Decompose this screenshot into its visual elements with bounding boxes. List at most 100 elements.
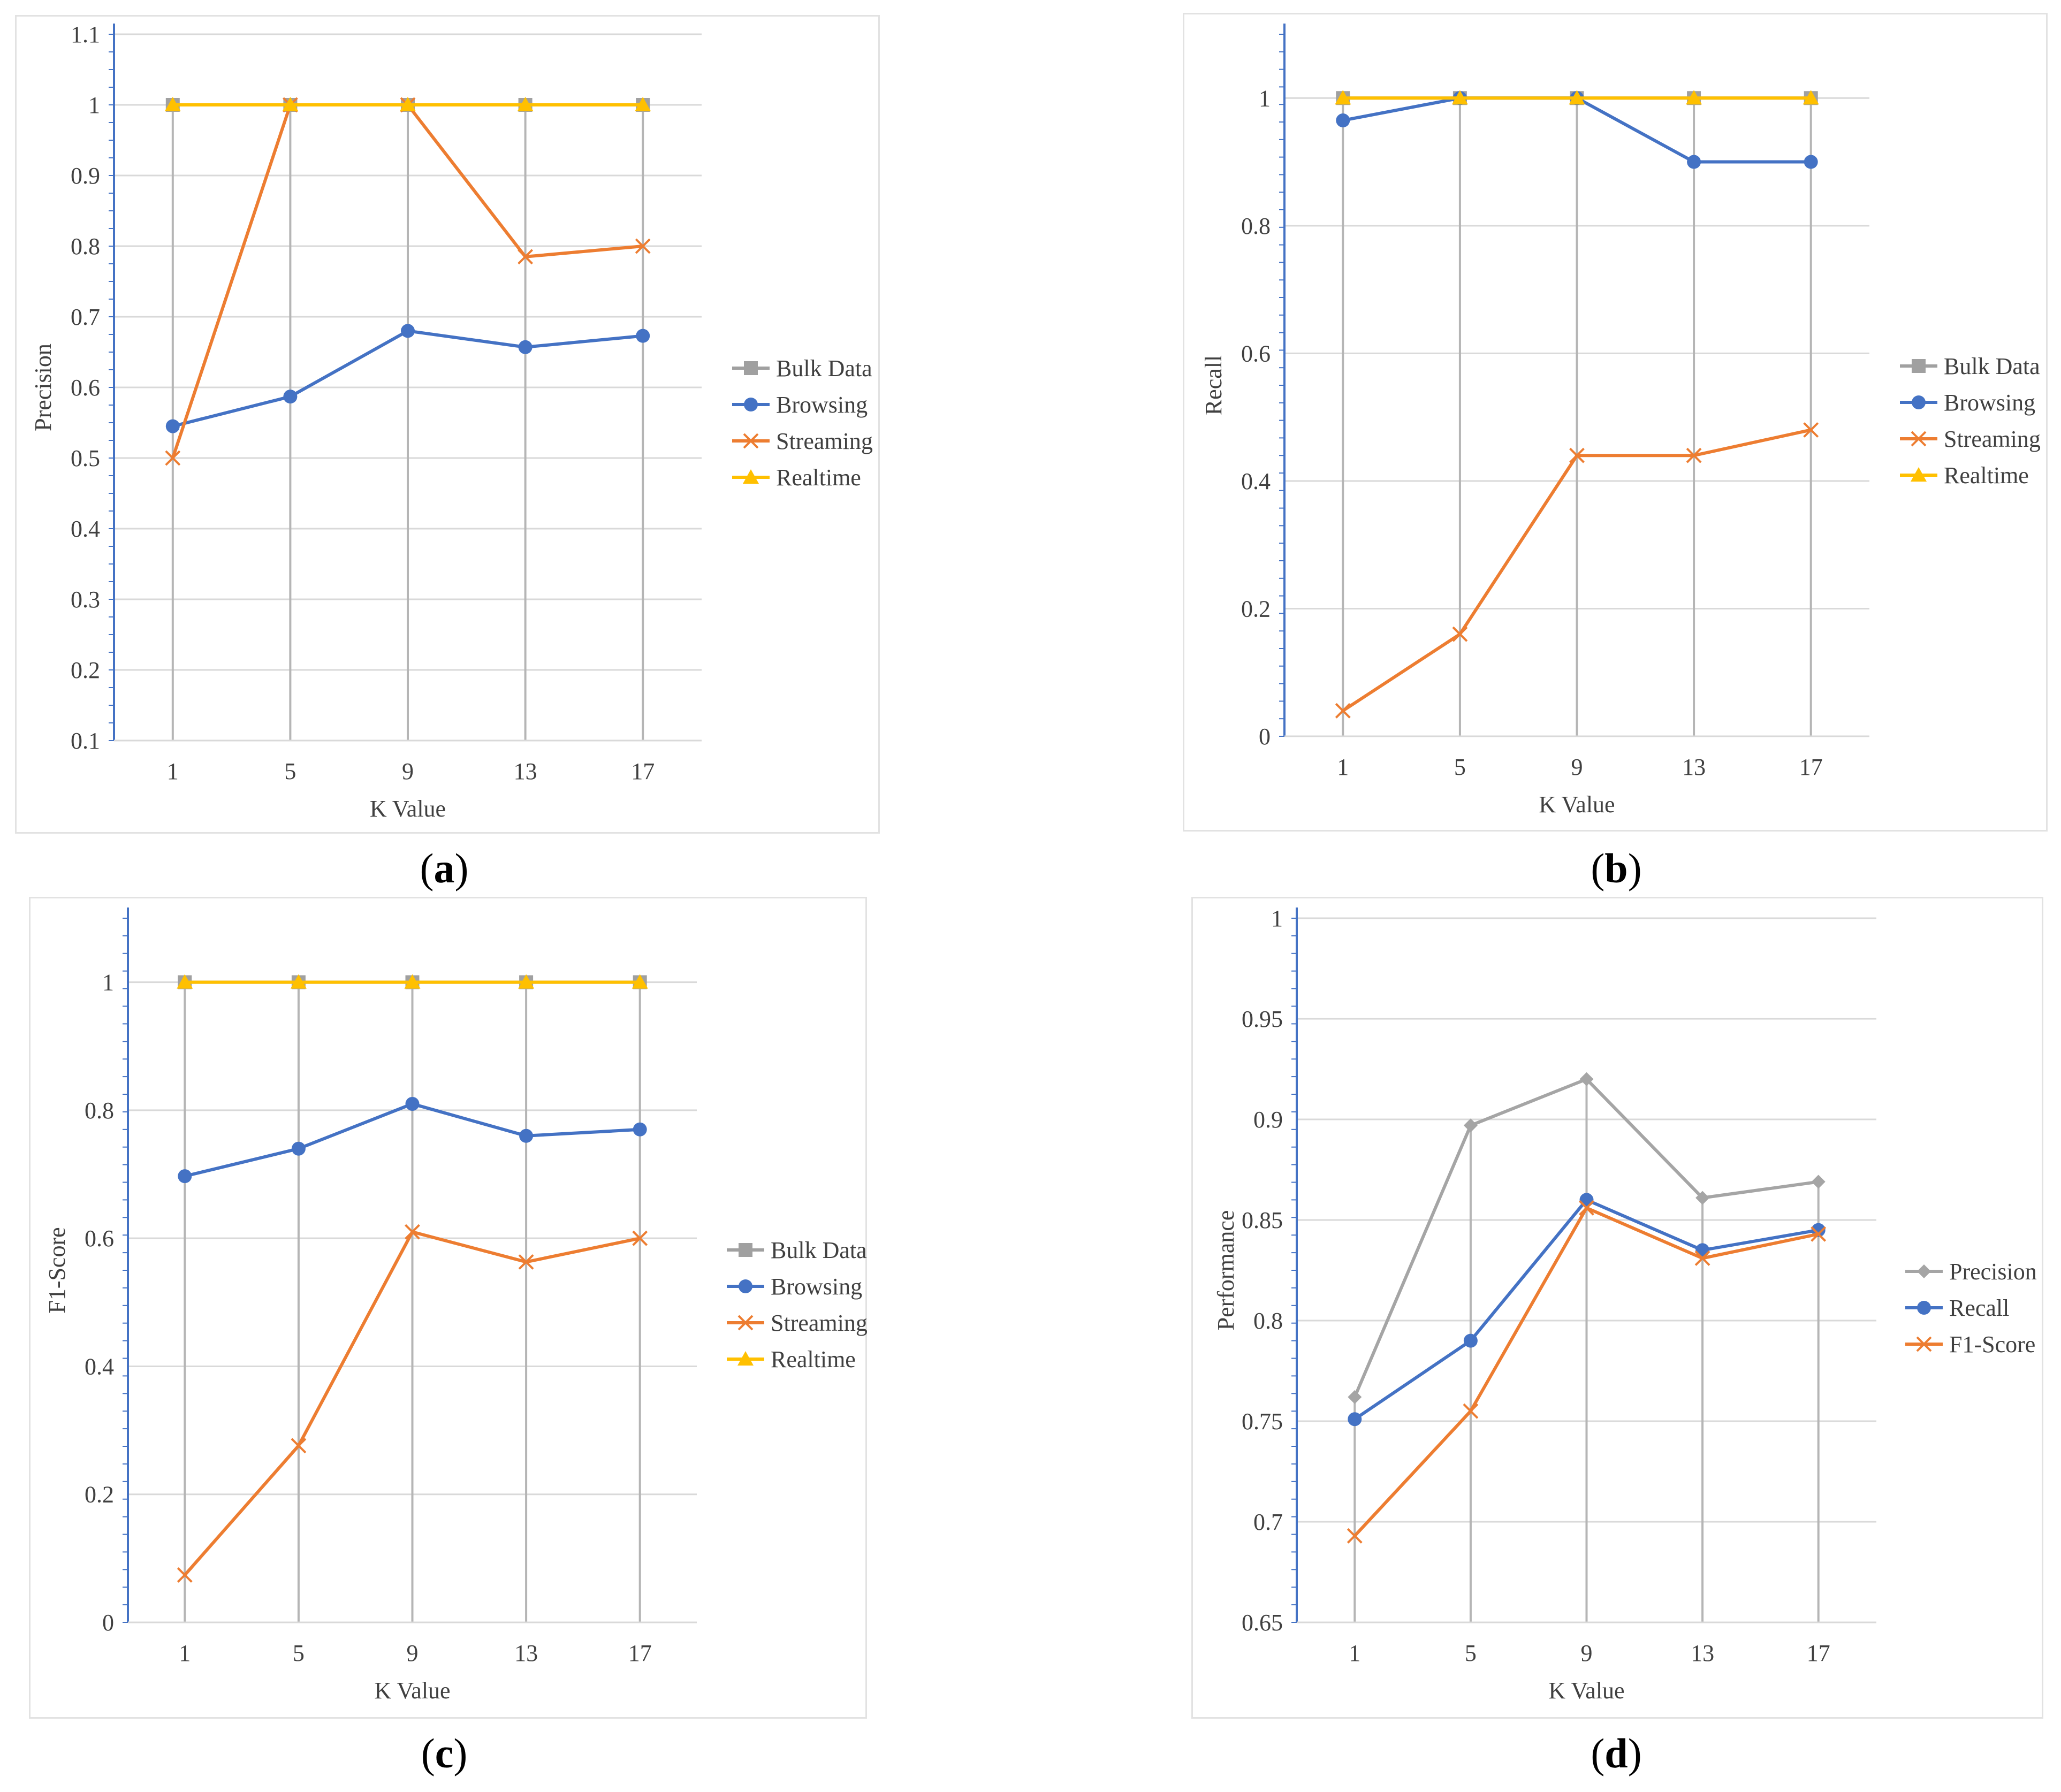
y-tick-label: 1 [88,92,100,118]
x-tick-label: 9 [1581,1640,1593,1666]
legend-marker-bulk-data [1912,359,1926,373]
x-tick-label: 1 [179,1640,191,1666]
legend-marker-browsing [1912,395,1926,409]
y-tick-label: 0.6 [71,375,100,401]
x-tick-label: 9 [407,1640,419,1666]
point-streaming [405,1224,420,1240]
x-tick-label: 17 [1799,754,1823,780]
y-tick-label: 0.9 [71,163,100,189]
point-streaming [518,1254,534,1270]
y-tick-label: 0.3 [71,586,100,613]
panel-label-b: (b) [1591,845,1642,891]
y-tick-label: 0.75 [1242,1408,1283,1435]
legend-label-browsing: Browsing [776,392,868,418]
y-tick-label: 0.8 [71,233,100,260]
point-realtime [632,974,648,989]
point-streaming [1569,447,1585,463]
point-browsing [1336,113,1350,128]
point-realtime [1335,90,1351,105]
y-tick-label: 0.8 [1241,213,1271,239]
point-realtime [1569,90,1585,105]
point-recall [1579,1193,1594,1207]
point-precision [1695,1191,1710,1205]
legend-label-browsing: Browsing [1944,390,2035,416]
y-axis-title: Performance [1213,1210,1239,1331]
legend-marker-f1-score [1916,1336,1932,1352]
legend-marker-realtime [743,469,759,484]
point-f1-score [1811,1226,1827,1242]
point-streaming [1335,703,1351,719]
y-tick-label: 1.1 [71,21,100,48]
y-tick-label: 1 [1271,905,1283,932]
panel-label-c: (c) [421,1730,468,1776]
x-tick-label: 5 [1465,1640,1477,1666]
legend-marker-browsing [739,1279,752,1293]
panel-label-a: (a) [420,845,469,891]
point-browsing [519,1128,534,1143]
legend-label-realtime: Realtime [771,1346,856,1372]
point-streaming [291,1438,307,1454]
point-realtime [1803,90,1819,105]
x-tick-label: 17 [631,758,655,784]
x-tick-label: 17 [628,1640,652,1666]
y-tick-label: 0.6 [1241,340,1271,367]
point-realtime [1451,90,1468,105]
point-browsing [291,1141,306,1156]
point-realtime [517,97,534,111]
point-streaming [1803,422,1819,438]
x-tick-label: 1 [1349,1640,1360,1666]
panel-a-frame [15,15,880,834]
x-axis-title: K Value [374,1677,450,1704]
point-browsing [518,340,533,354]
x-axis-title: K Value [370,796,446,822]
y-tick-label: 0.6 [85,1225,114,1252]
legend-marker-precision [1917,1264,1931,1278]
point-f1-score [1463,1403,1479,1419]
legend-label-realtime: Realtime [1944,462,2029,489]
x-axis-title: K Value [1539,791,1615,818]
point-browsing [636,329,650,343]
y-tick-label: 0.9 [1253,1107,1283,1133]
point-realtime [282,97,299,111]
point-realtime [1686,90,1702,105]
point-recall [1463,1333,1478,1348]
y-axis-title: Precision [30,344,56,431]
point-realtime [164,97,181,111]
legend-marker-realtime [737,1351,754,1366]
legend-label-streaming: Streaming [776,428,873,454]
x-axis-title: K Value [1548,1677,1624,1704]
x-tick-label: 9 [402,758,414,784]
x-tick-label: 1 [1337,754,1349,780]
y-tick-label: 1 [102,970,114,996]
f1-score-chart: 0 0.2 0.4 0.6 0.8 1 1 5 9 13 17 K Value F1-Score Bulk… [44,908,867,1704]
point-browsing [633,1122,647,1137]
y-tick-label: 0.5 [71,445,100,471]
y-tick-label: 0.4 [71,516,100,542]
point-browsing [405,1096,420,1111]
point-browsing [1687,155,1701,169]
y-tick-label: 1 [1259,85,1271,111]
point-realtime [290,974,307,989]
point-streaming [632,1230,648,1246]
y-tick-label: 0.8 [1253,1308,1283,1334]
legend-label-streaming: Streaming [1944,426,2041,452]
point-realtime [404,974,421,989]
y-tick-label: 0.4 [85,1353,114,1379]
y-tick-label: 0 [1259,723,1271,750]
point-streaming [1686,447,1702,463]
y-tick-label: 0.8 [85,1097,114,1124]
y-axis-title: F1-Score [44,1227,70,1313]
point-f1-score [1347,1528,1363,1544]
point-browsing [165,419,180,433]
point-realtime [400,97,416,111]
point-browsing [401,324,415,338]
panel-d-frame [1191,897,2043,1719]
x-tick-label: 13 [514,758,537,784]
legend-label-f1-score: F1-Score [1949,1331,2035,1358]
point-realtime [518,974,535,989]
panel-label-d: (d) [1591,1730,1642,1776]
x-tick-label: 5 [293,1640,305,1666]
y-tick-label: 0.4 [1241,468,1271,494]
x-tick-label: 9 [1571,754,1583,780]
legend-label-recall: Recall [1949,1295,2009,1321]
